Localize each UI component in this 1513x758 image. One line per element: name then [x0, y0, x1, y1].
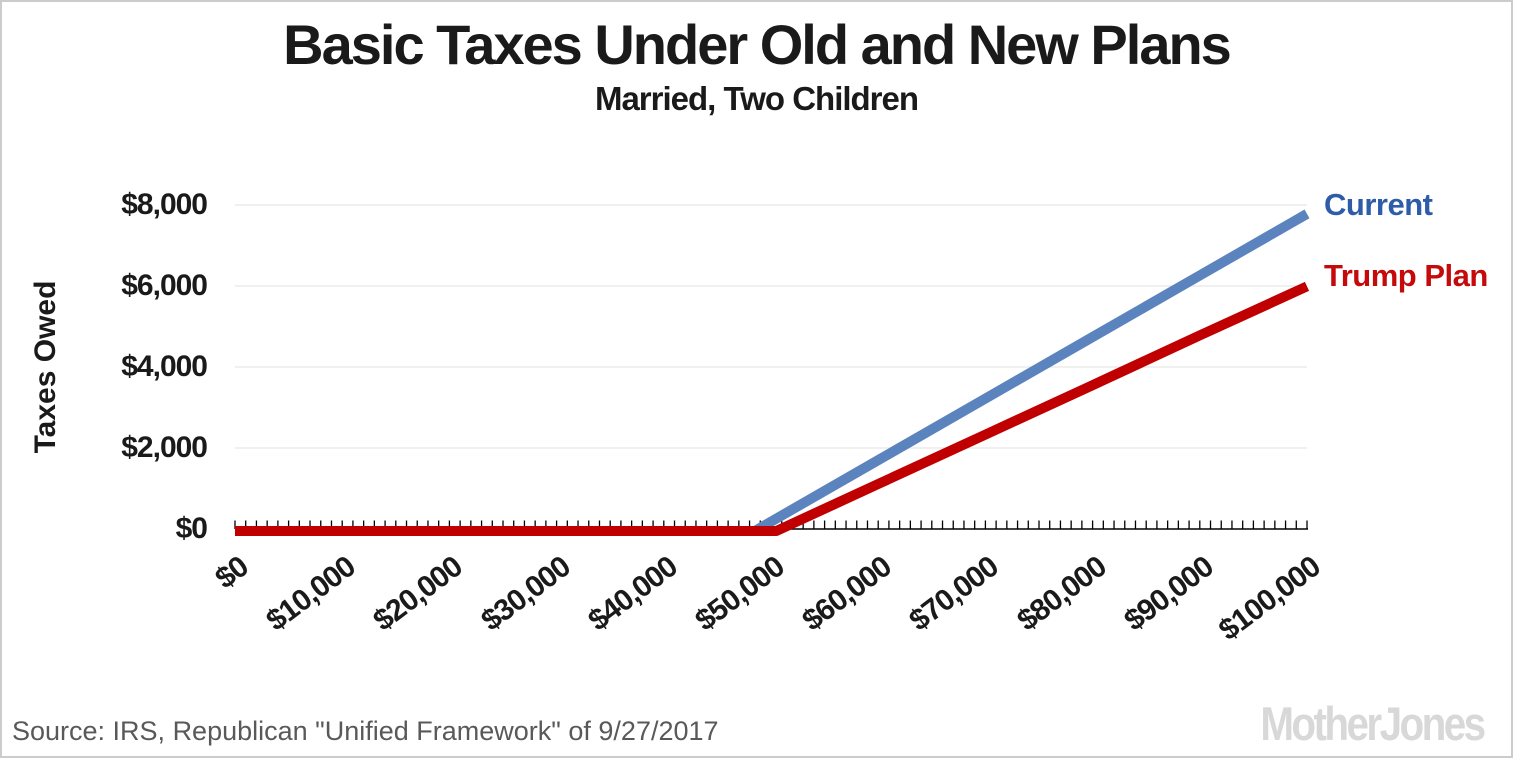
- y-tick-label-2000: $2,000: [121, 431, 208, 464]
- y-tick-label-8000: $8,000: [121, 188, 208, 221]
- legend-label-current: Current: [1324, 187, 1433, 222]
- y-tick-label-4000: $4,000: [121, 350, 208, 383]
- chart-title: Basic Taxes Under Old and New Plans: [283, 13, 1232, 76]
- y-tick-label-0: $0: [175, 512, 208, 545]
- legend-label-trump-plan: Trump Plan: [1324, 258, 1488, 293]
- series-line-current: [235, 209, 1310, 536]
- chart-subtitle: Married, Two Children: [594, 80, 919, 117]
- source-note: Source: IRS, Republican "Unified Framewo…: [12, 716, 719, 746]
- series-line-trump-plan: [235, 281, 1310, 536]
- y-tick-label-6000: $6,000: [121, 269, 208, 302]
- motherjones-logo: MotherJones: [1259, 697, 1486, 750]
